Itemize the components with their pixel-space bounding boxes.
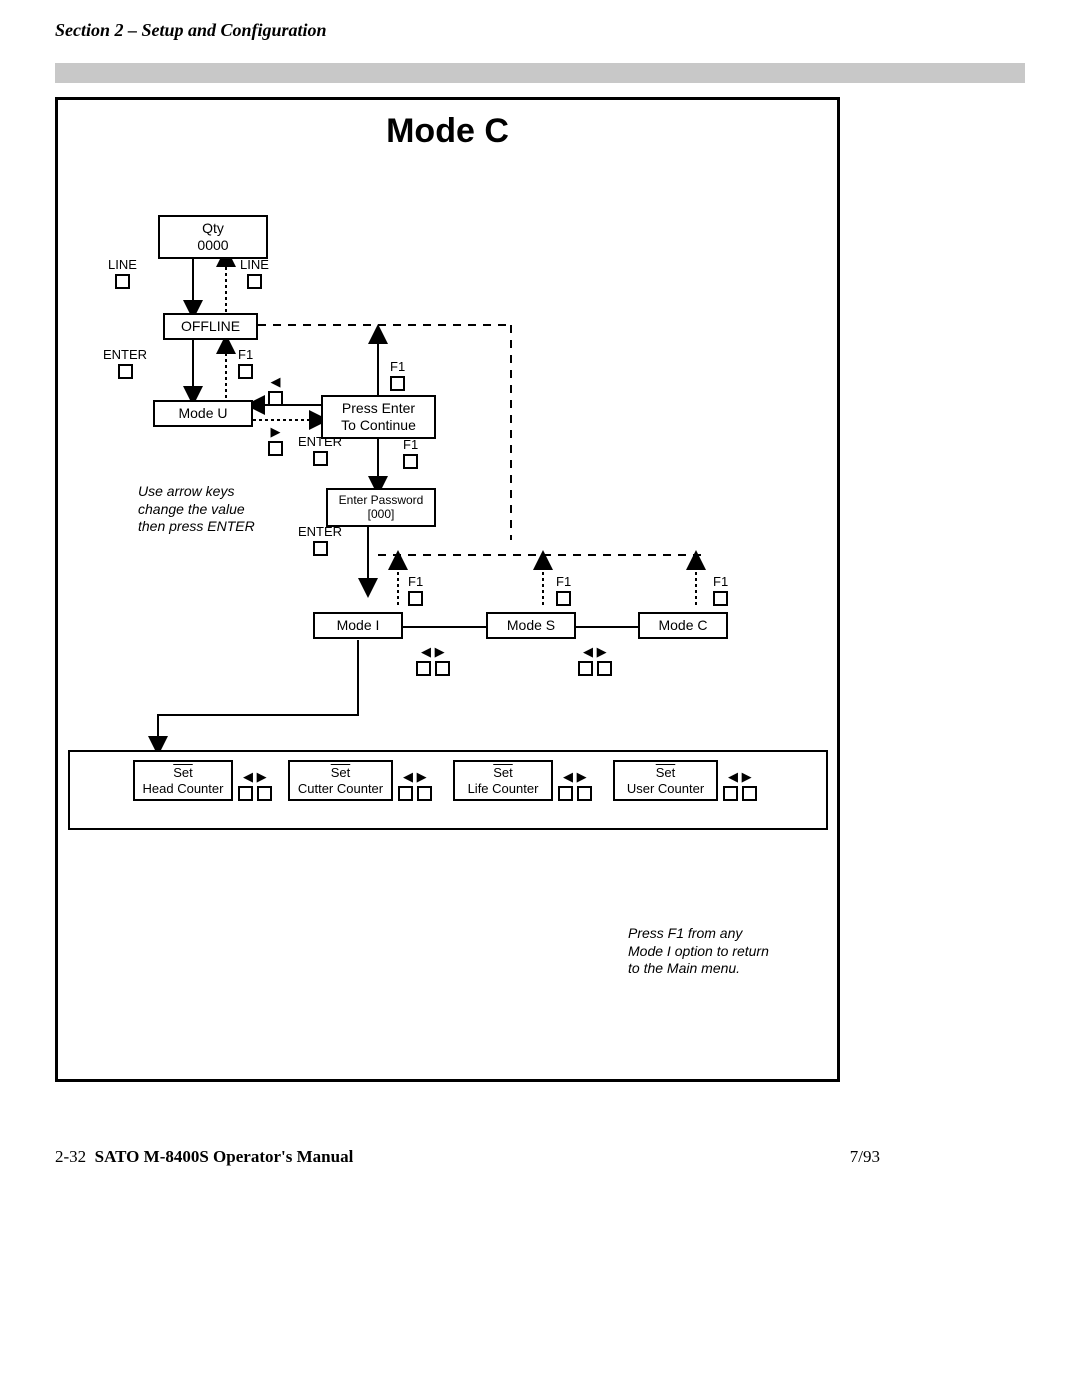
offline-node: OFFLINE [163, 313, 258, 340]
sethead-node: Set Head Counter [133, 760, 233, 801]
key-box-icon [556, 591, 571, 606]
f1-key-1: F1 [238, 348, 253, 379]
key-box-icon [408, 591, 423, 606]
modes-label: Mode S [507, 617, 555, 633]
setlife-node: Set Life Counter [453, 760, 553, 801]
key-box-icon [713, 591, 728, 606]
left-arrow-icon: ◀ [268, 375, 283, 406]
qty-node: Qty 0000 [158, 215, 268, 259]
lr-keys-b1: ◀ ▶ [238, 770, 272, 803]
f1-key-3: F1 [403, 438, 418, 469]
f1-text: F1 [403, 437, 418, 452]
footer-date: 7/93 [850, 1147, 880, 1167]
enterpw-l1: Enter Password [332, 493, 430, 507]
line-key-left: LINE [108, 258, 137, 289]
line-key-text: LINE [240, 257, 269, 272]
sethead-l1: Set [139, 765, 227, 781]
modeu-node: Mode U [153, 400, 253, 427]
modei-label: Mode I [337, 617, 380, 633]
footer-manual: SATO M-8400S Operator's Manual [95, 1147, 354, 1166]
key-box-icon [118, 364, 133, 379]
enter-text: ENTER [298, 524, 342, 539]
key-box-icon [247, 274, 262, 289]
enterpw-l2: [000] [332, 507, 430, 521]
diagram-title: Mode C [58, 112, 837, 151]
modei-node: Mode I [313, 612, 403, 639]
f1-text: F1 [556, 574, 571, 589]
modeu-label: Mode U [178, 405, 227, 421]
f1-text: F1 [238, 347, 253, 362]
f1-key-modec: F1 [713, 575, 728, 606]
diagram-frame: Mode C [55, 97, 840, 1082]
key-box-icon [313, 451, 328, 466]
right-arrow-icon: ▶ [268, 425, 283, 456]
f1-key-2: F1 [390, 360, 405, 391]
modes-node: Mode S [486, 612, 576, 639]
qty-line2: 0000 [164, 237, 262, 254]
setcutter-node: Set Cutter Counter [288, 760, 393, 801]
pressenter-node: Press Enter To Continue [321, 395, 436, 439]
key-box-icon [238, 364, 253, 379]
lr-keys-1: ◀ ▶ [416, 645, 450, 678]
f1-key-modei: F1 [408, 575, 423, 606]
key-box-icon [268, 391, 283, 406]
enter-text: ENTER [103, 347, 147, 362]
arrowkeys-note: Use arrow keys change the value then pre… [138, 483, 308, 536]
key-box-icon [390, 376, 405, 391]
qty-line1: Qty [164, 220, 262, 237]
setlife-l1: Set [459, 765, 547, 781]
footer-page: 2-32 [55, 1147, 86, 1166]
pressenter-l1: Press Enter [327, 400, 430, 417]
sethead-l2: Head Counter [139, 781, 227, 797]
setuser-l2: User Counter [619, 781, 712, 797]
setcutter-l2: Cutter Counter [294, 781, 387, 797]
f1-text: F1 [390, 359, 405, 374]
f1-text: F1 [408, 574, 423, 589]
enterpw-node: Enter Password [000] [326, 488, 436, 527]
section-header: Section 2 – Setup and Configuration [55, 20, 1025, 41]
setuser-node: Set User Counter [613, 760, 718, 801]
enter-text: ENTER [298, 434, 342, 449]
line-key-right: LINE [240, 258, 269, 289]
page-footer: 2-32 SATO M-8400S Operator's Manual 7/93 [55, 1147, 880, 1167]
key-box-icon [115, 274, 130, 289]
pressenter-l2: To Continue [327, 417, 430, 434]
offline-label: OFFLINE [181, 318, 240, 334]
key-box-icon [403, 454, 418, 469]
setcutter-l1: Set [294, 765, 387, 781]
line-key-text: LINE [108, 257, 137, 272]
lr-keys-b2: ◀ ▶ [398, 770, 432, 803]
lr-keys-b3: ◀ ▶ [558, 770, 592, 803]
modec-node: Mode C [638, 612, 728, 639]
lr-keys-2: ◀ ▶ [578, 645, 612, 678]
enter-key-3: ENTER [298, 525, 342, 556]
key-box-icon [268, 441, 283, 456]
setuser-l1: Set [619, 765, 712, 781]
key-box-icon [313, 541, 328, 556]
setlife-l2: Life Counter [459, 781, 547, 797]
lr-keys-b4: ◀ ▶ [723, 770, 757, 803]
enter-key-1: ENTER [103, 348, 147, 379]
f1-text: F1 [713, 574, 728, 589]
enter-key-2: ENTER [298, 435, 342, 466]
modec-label: Mode C [658, 617, 707, 633]
f1-key-modes: F1 [556, 575, 571, 606]
decorative-bar [55, 63, 1025, 83]
pressf1-note: Press F1 from any Mode I option to retur… [628, 925, 828, 978]
